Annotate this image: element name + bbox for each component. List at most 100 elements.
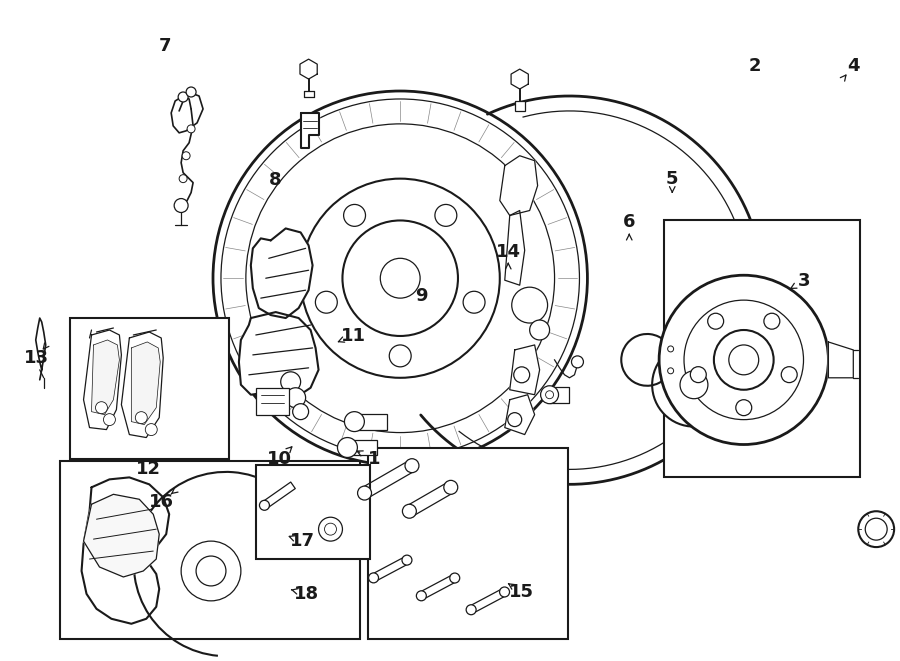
Circle shape (259, 500, 269, 510)
Circle shape (338, 438, 357, 457)
Polygon shape (262, 482, 295, 508)
Polygon shape (419, 574, 456, 600)
Circle shape (514, 367, 530, 383)
Circle shape (530, 320, 550, 340)
Polygon shape (828, 342, 853, 378)
Text: 7: 7 (158, 37, 171, 55)
Circle shape (736, 400, 752, 416)
Circle shape (357, 486, 372, 500)
Circle shape (512, 287, 547, 323)
Text: 12: 12 (136, 460, 160, 478)
Circle shape (344, 204, 365, 226)
Circle shape (315, 292, 338, 313)
Circle shape (135, 412, 148, 424)
Circle shape (764, 313, 779, 329)
Bar (515, 101, 525, 111)
Text: 14: 14 (496, 243, 521, 260)
Bar (355, 414, 387, 430)
Circle shape (865, 518, 887, 540)
Circle shape (444, 481, 458, 494)
Circle shape (95, 402, 107, 414)
Circle shape (175, 198, 188, 212)
Text: 3: 3 (797, 272, 810, 290)
Circle shape (319, 517, 343, 541)
Bar (256, 465, 370, 559)
Polygon shape (82, 477, 169, 624)
Circle shape (186, 87, 196, 97)
Text: 6: 6 (623, 213, 635, 231)
Text: 10: 10 (267, 450, 293, 468)
Circle shape (545, 391, 554, 399)
Circle shape (666, 357, 722, 412)
Circle shape (345, 412, 364, 432)
Circle shape (179, 175, 187, 182)
Circle shape (714, 330, 774, 390)
Text: 15: 15 (509, 584, 535, 602)
Circle shape (285, 388, 306, 408)
Circle shape (541, 386, 559, 404)
Bar (368, 447, 568, 639)
Circle shape (668, 368, 673, 374)
Text: 8: 8 (269, 171, 282, 190)
Circle shape (196, 556, 226, 586)
Circle shape (435, 204, 457, 226)
Circle shape (182, 152, 190, 160)
Text: 5: 5 (666, 170, 679, 188)
Polygon shape (469, 588, 507, 613)
Circle shape (390, 345, 411, 367)
Circle shape (668, 346, 673, 352)
Circle shape (466, 605, 476, 615)
Polygon shape (251, 229, 312, 318)
Circle shape (402, 504, 417, 518)
Circle shape (104, 414, 115, 426)
Circle shape (690, 367, 707, 383)
Circle shape (292, 404, 309, 420)
Circle shape (221, 99, 580, 457)
Circle shape (181, 541, 241, 601)
Text: 16: 16 (148, 492, 174, 511)
Bar (69, 318, 229, 459)
Polygon shape (301, 113, 319, 148)
Circle shape (325, 524, 337, 535)
Bar (256, 388, 289, 414)
Circle shape (402, 555, 412, 565)
Text: 1: 1 (367, 450, 380, 468)
Circle shape (508, 412, 522, 426)
Polygon shape (92, 340, 120, 414)
Polygon shape (505, 210, 525, 285)
Circle shape (405, 459, 418, 473)
Circle shape (500, 587, 509, 597)
Polygon shape (372, 557, 409, 582)
Polygon shape (500, 156, 537, 215)
Circle shape (246, 124, 554, 432)
Circle shape (343, 221, 458, 336)
Circle shape (301, 178, 500, 378)
Bar (664, 221, 860, 477)
Polygon shape (362, 461, 415, 498)
Polygon shape (84, 494, 159, 577)
Text: 9: 9 (415, 288, 428, 305)
Polygon shape (550, 387, 570, 403)
Circle shape (729, 345, 759, 375)
Circle shape (684, 300, 804, 420)
Circle shape (859, 511, 894, 547)
Polygon shape (511, 69, 528, 89)
Polygon shape (509, 345, 540, 395)
Polygon shape (300, 59, 317, 79)
Polygon shape (131, 342, 160, 424)
Circle shape (417, 591, 427, 601)
Circle shape (659, 275, 828, 444)
Bar (347, 440, 377, 455)
Circle shape (464, 292, 485, 313)
Text: 11: 11 (341, 327, 365, 345)
Circle shape (572, 356, 583, 368)
Circle shape (707, 313, 724, 329)
Polygon shape (122, 332, 163, 438)
Circle shape (680, 371, 708, 399)
Circle shape (178, 92, 188, 102)
Polygon shape (505, 395, 535, 434)
Circle shape (213, 91, 588, 465)
Text: 13: 13 (23, 349, 49, 367)
Circle shape (652, 343, 736, 426)
Polygon shape (84, 330, 122, 430)
